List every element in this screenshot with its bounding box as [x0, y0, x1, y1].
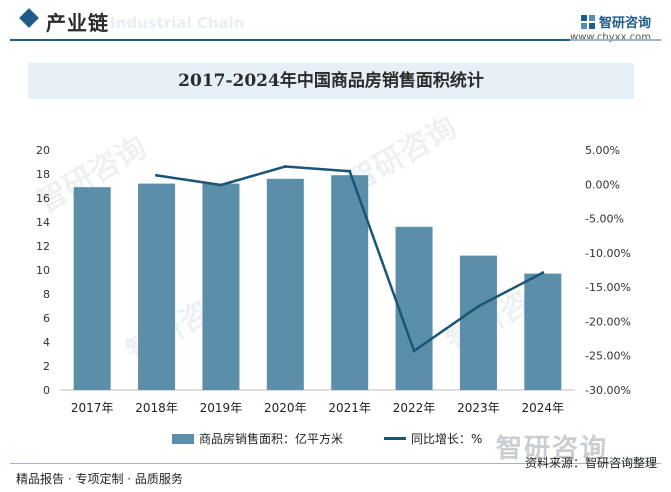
title-band — [28, 63, 634, 99]
y-right-tick-label: -10.00% — [585, 247, 631, 260]
x-tick-label: 2022年 — [393, 401, 436, 415]
growth-point-2021年 — [348, 169, 352, 173]
bar-2021年 — [331, 175, 369, 390]
y-left-tick-label: 10 — [36, 264, 50, 277]
x-tick-label: 2024年 — [522, 401, 565, 415]
y-right-tick-label: 0.00% — [585, 178, 620, 191]
bar-2023年 — [459, 255, 497, 390]
bar-2019年 — [202, 183, 240, 390]
y-left-tick-label: 12 — [36, 240, 50, 253]
top-header: 产业链 Industrial Chain 智研咨询 www.chyxx.com — [0, 0, 671, 44]
y-left-tick-label: 0 — [43, 384, 50, 397]
y-right-tick-label: -15.00% — [585, 281, 631, 294]
chart-title: 2017-2024年中国商品房销售面积统计 — [178, 71, 484, 91]
growth-point-2020年 — [283, 164, 287, 168]
brand-url: www.chyxx.com — [570, 32, 651, 43]
growth-point-2024年 — [541, 271, 545, 275]
growth-point-2019年 — [219, 183, 223, 187]
bar-2017年 — [73, 187, 111, 390]
section-subtitle: Industrial Chain — [110, 14, 245, 32]
x-tick-label: 2020年 — [264, 401, 307, 415]
footer-rule — [10, 463, 661, 464]
y-left-tick-label: 2 — [43, 360, 50, 373]
header-rule — [10, 39, 570, 41]
x-tick-label: 2021年 — [328, 401, 371, 415]
section-title: 产业链 — [46, 11, 109, 35]
y-left-tick-label: 14 — [36, 216, 50, 229]
y-left-tick-label: 16 — [36, 192, 50, 205]
bar-2018年 — [138, 183, 176, 390]
y-left-tick-label: 4 — [43, 336, 50, 349]
y-left-tick-label: 8 — [43, 288, 50, 301]
y-right-tick-label: -5.00% — [585, 213, 624, 226]
growth-point-2018年 — [155, 173, 159, 177]
x-tick-label: 2017年 — [71, 401, 114, 415]
bar-2020年 — [266, 178, 304, 390]
y-right-tick-label: -25.00% — [585, 350, 631, 363]
header-rule-light — [570, 39, 661, 41]
legend-swatch-line — [384, 437, 406, 440]
legend-label-growth: 同比增长：% — [411, 432, 483, 446]
legend-swatch-bar — [172, 434, 194, 444]
y-left-tick-label: 20 — [36, 144, 50, 157]
footer-logo: 智研咨询 — [496, 434, 609, 464]
brand-name-text: 智研咨询 — [598, 16, 651, 31]
x-tick-label: 2023年 — [457, 401, 500, 415]
bar-2022年 — [395, 226, 433, 390]
growth-point-2023年 — [476, 304, 480, 308]
bar-2024年 — [524, 273, 562, 390]
legend-item-area: 商品房销售面积：亿平方米 — [172, 430, 343, 447]
legend-item-growth: 同比增长：% — [384, 430, 482, 447]
brand-name: 智研咨询 — [580, 12, 651, 31]
footer-promo: 精品报告 · 专项定制 · 品质服务 — [16, 472, 183, 486]
y-left-tick-label: 6 — [43, 312, 50, 325]
footer — [0, 462, 671, 492]
y-right-tick-label: -20.00% — [585, 315, 631, 328]
y-left-tick-label: 18 — [36, 168, 50, 181]
growth-point-2022年 — [412, 349, 416, 353]
x-tick-label: 2019年 — [200, 401, 243, 415]
y-right-tick-label: -30.00% — [585, 384, 631, 397]
data-source: 资料来源：智研咨询整理 — [524, 456, 657, 470]
y-right-tick-label: 5.00% — [585, 144, 620, 157]
legend-label-area: 商品房销售面积：亿平方米 — [199, 432, 344, 446]
x-tick-label: 2018年 — [135, 401, 178, 415]
brand-logo-icon — [580, 15, 595, 29]
